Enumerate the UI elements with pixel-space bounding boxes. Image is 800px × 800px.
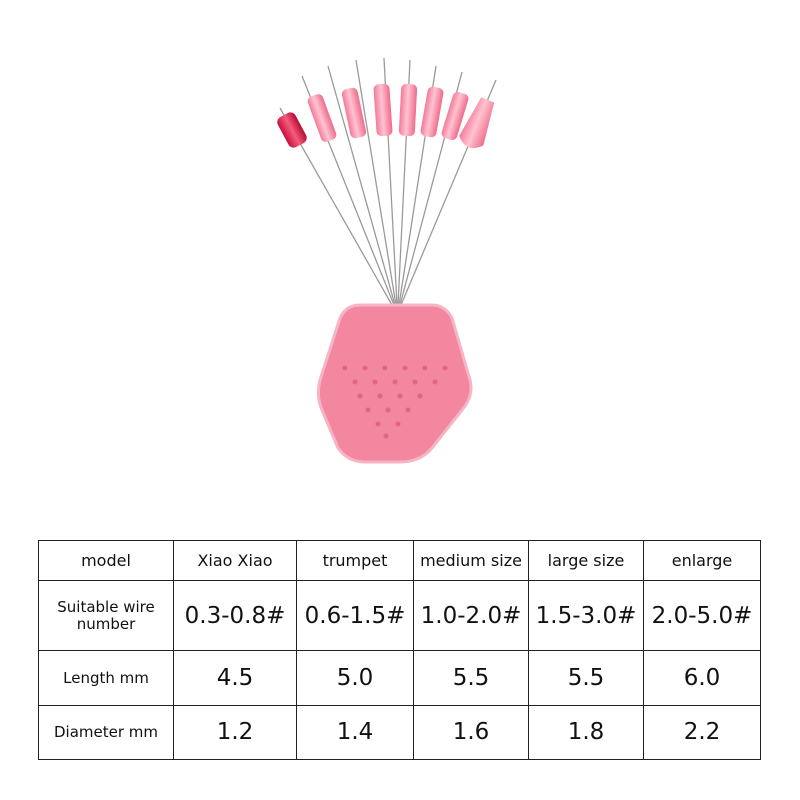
- value-cell: 1.8: [528, 704, 644, 761]
- table-row: Length mm 4.5 5.0 5.5 5.5 6.0: [38, 650, 761, 706]
- value-cell: 2.2: [643, 704, 761, 761]
- value-cell: 2.0-5.0#: [643, 580, 761, 652]
- header-cell: medium size: [413, 539, 529, 582]
- row-label: Suitable wire number: [38, 580, 174, 652]
- value-cell: 0.3-0.8#: [173, 580, 297, 652]
- value-cell: 5.5: [528, 650, 644, 706]
- holder-dots: [342, 365, 448, 439]
- table-row: Diameter mm 1.2 1.4 1.6 1.8 2.2: [38, 704, 761, 761]
- value-cell: 1.4: [296, 704, 414, 761]
- value-cell: 1.2: [173, 704, 297, 761]
- value-cell: 5.5: [413, 650, 529, 706]
- value-cell: 1.5-3.0#: [528, 580, 644, 652]
- header-cell: trumpet: [296, 539, 414, 582]
- header-row: model Xiao Xiao trumpet medium size large si…: [38, 539, 761, 582]
- header-cell: large size: [528, 539, 644, 582]
- header-cell: enlarge: [643, 539, 761, 582]
- value-cell: 5.0: [296, 650, 414, 706]
- table-row: Suitable wire number 0.3-0.8# 0.6-1.5# 1.0-…: [38, 580, 761, 652]
- value-cell: 1.0-2.0#: [413, 580, 529, 652]
- product-illustration: [277, 57, 497, 464]
- row-label: Length mm: [38, 650, 174, 706]
- header-cell: model: [38, 539, 174, 582]
- value-cell: 6.0: [643, 650, 761, 706]
- value-cell: 1.6: [413, 704, 529, 761]
- value-cell: 4.5: [173, 650, 297, 706]
- header-cell: Xiao Xiao: [173, 539, 297, 582]
- value-cell: 0.6-1.5#: [296, 580, 414, 652]
- stoppers: [277, 83, 495, 148]
- table-body: model Xiao Xiao trumpet medium size large si…: [38, 539, 761, 761]
- row-label: Diameter mm: [38, 704, 174, 761]
- spec-table: model Xiao Xiao trumpet medium size large si…: [38, 539, 761, 761]
